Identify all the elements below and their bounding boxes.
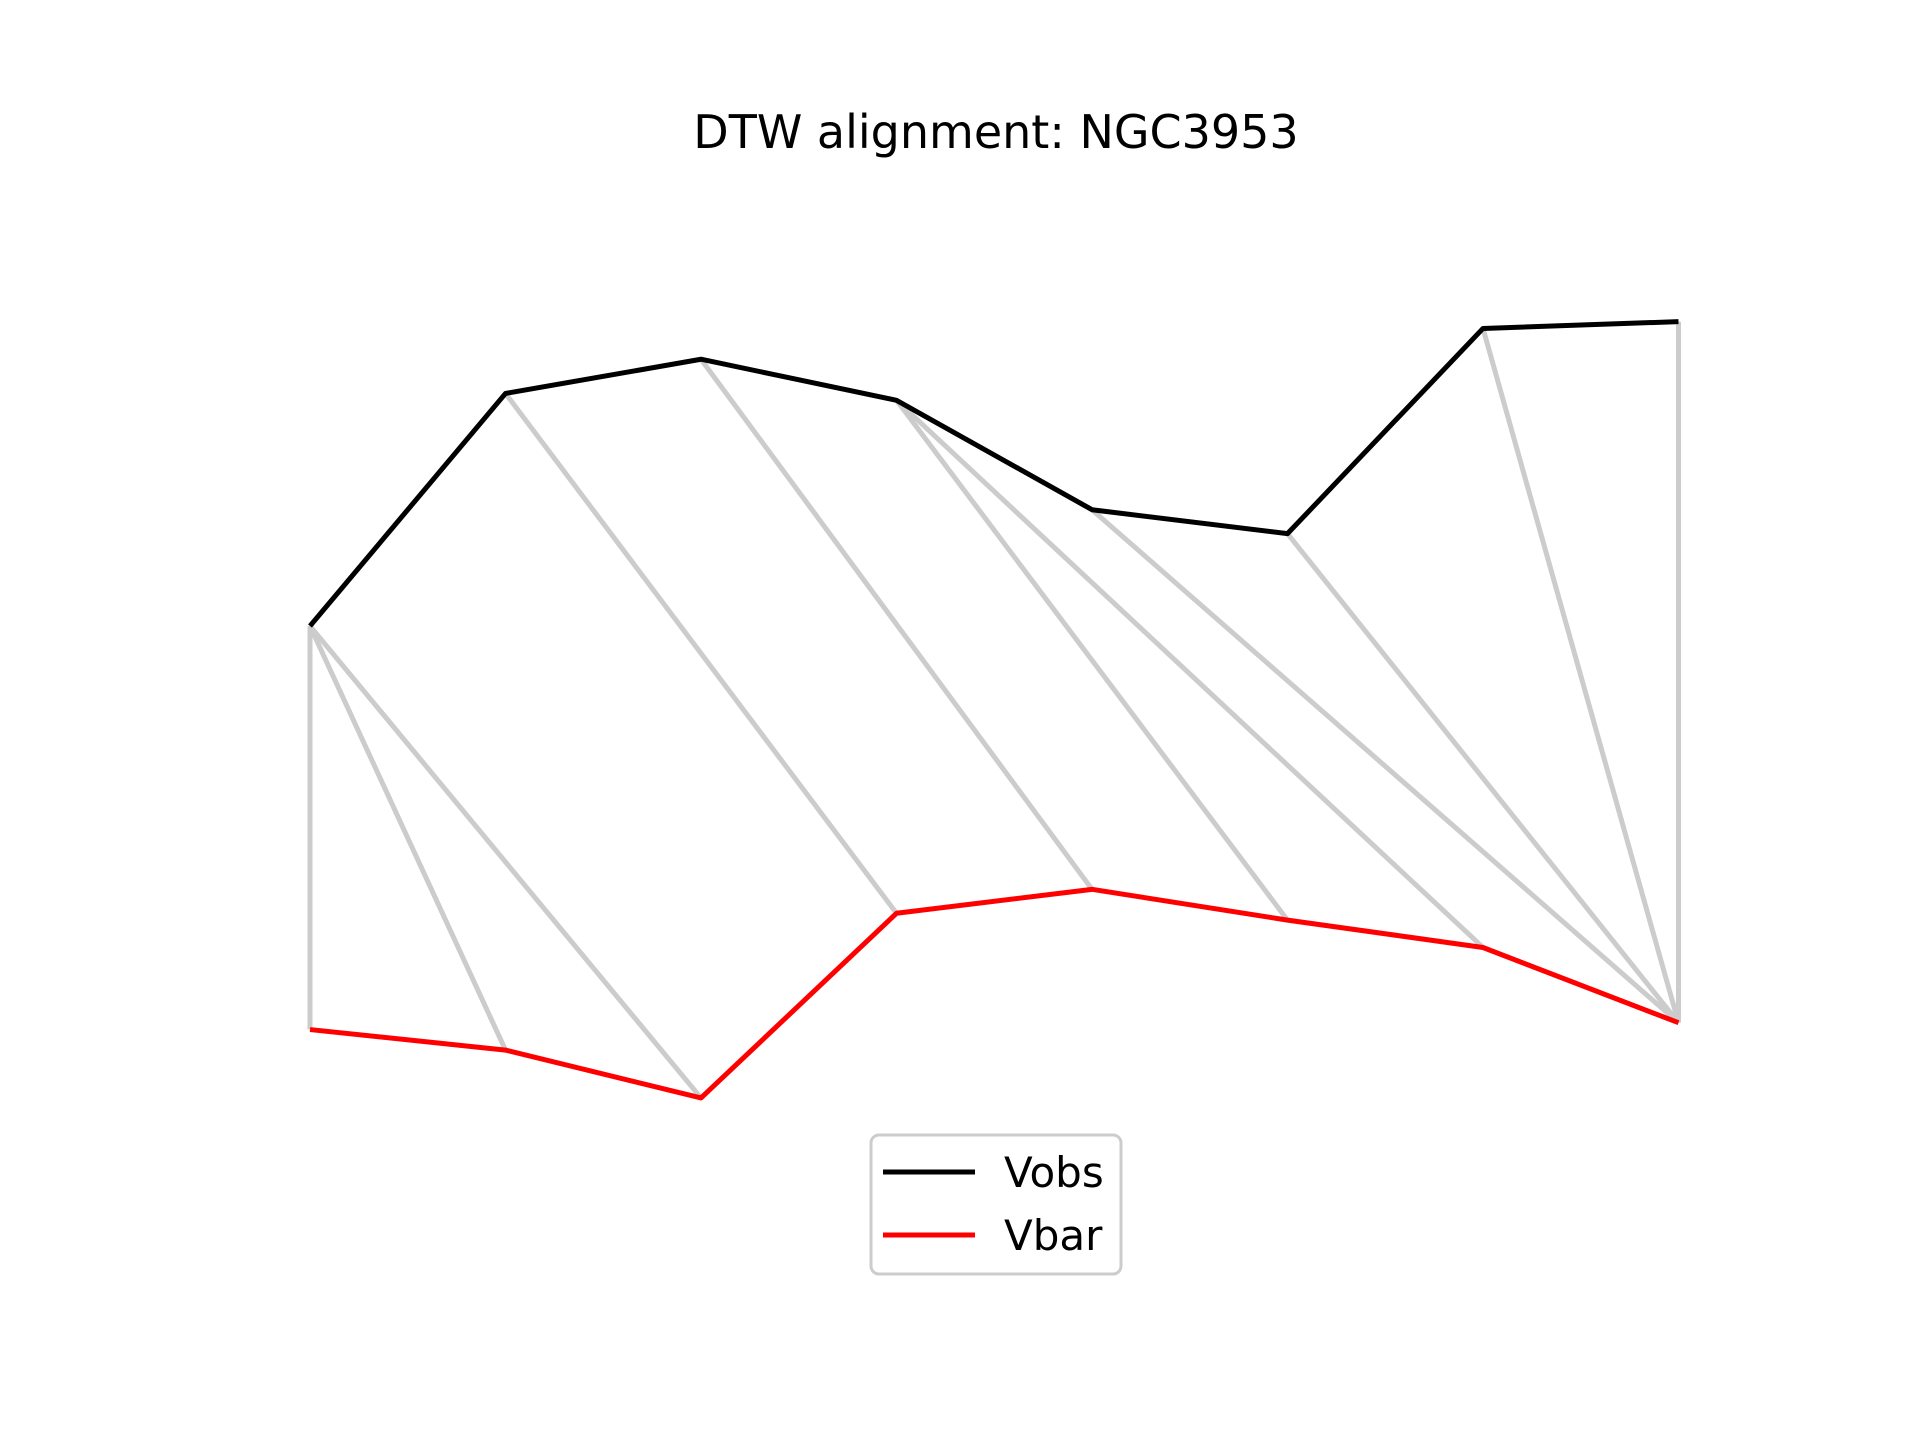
alignment-line-2-4 [698, 357, 1095, 891]
chart-title: DTW alignment: NGC3953 [693, 105, 1298, 159]
alignment-line-0-2 [308, 624, 703, 1100]
alignment-lines [307, 321, 1681, 1100]
legend-label-vbar: Vbar [1004, 1211, 1103, 1260]
series-lines [308, 319, 1680, 1101]
alignment-line-4-7 [1090, 507, 1681, 1025]
alignment-line-6-7 [1480, 327, 1681, 1024]
alignment-line-5-7 [1285, 532, 1681, 1025]
alignment-line-3-6 [894, 398, 1485, 950]
legend: Vobs Vbar [869, 1133, 1123, 1276]
alignment-line-1-3 [503, 391, 899, 915]
alignment-line-3-5 [894, 398, 1290, 922]
series-line-vobs [308, 319, 1679, 628]
legend-label-vobs: Vobs [1004, 1148, 1104, 1197]
alignment-line-0-1 [307, 624, 508, 1052]
series-line-vbar [309, 886, 1680, 1101]
